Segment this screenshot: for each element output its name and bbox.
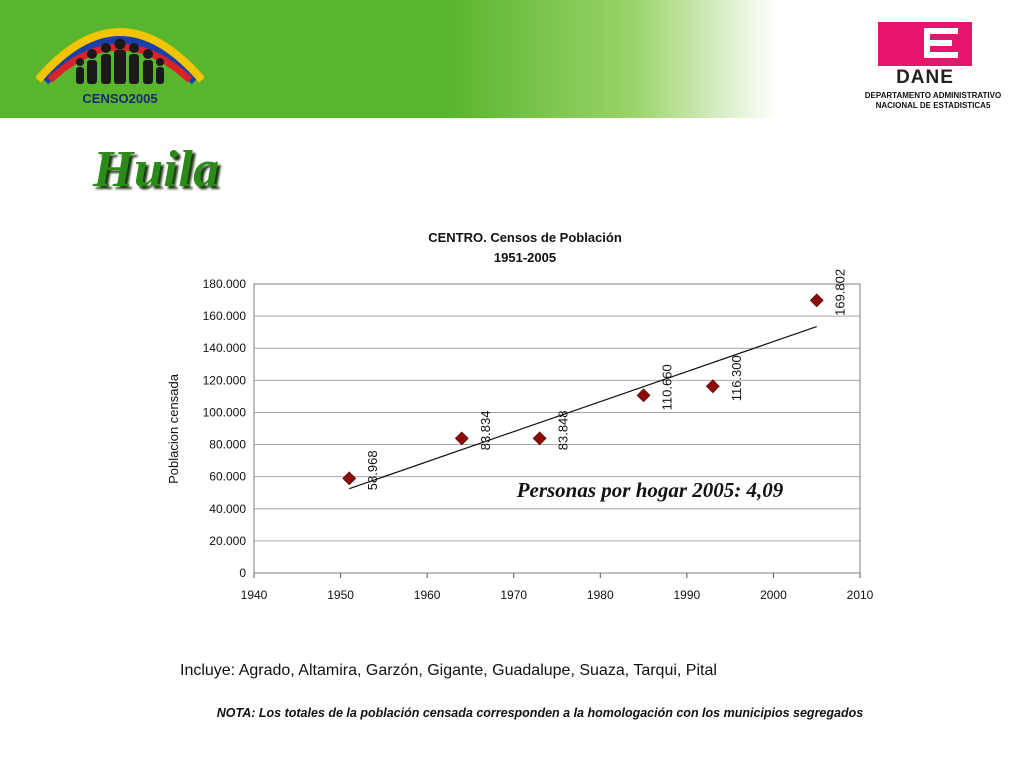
data-label: 110.660	[660, 364, 675, 410]
footnote: NOTA: Los totales de la población censad…	[216, 706, 864, 720]
dane-caption-line1: DEPARTAMENTO ADMINISTRATIVO	[864, 91, 1002, 100]
x-tick-label: 2000	[760, 588, 787, 602]
censo-logo-text: CENSO2005	[82, 91, 157, 106]
dane-caption: DEPARTAMENTO ADMINISTRATIVO NACIONAL DE …	[838, 91, 1024, 111]
dane-caption-line2: NACIONAL DE ESTADISTICA5	[875, 101, 991, 110]
y-tick-label: 0	[239, 566, 246, 580]
dane-logo: DANE	[878, 22, 972, 86]
plot-area	[253, 283, 861, 574]
data-point	[532, 431, 547, 446]
y-tick-label: 160.000	[203, 309, 247, 323]
y-tick-label: 120.000	[203, 373, 247, 387]
persons-per-household-annotation: Personas por hogar 2005: 4,09	[516, 478, 784, 502]
x-tick-label: 2010	[847, 588, 874, 602]
data-label: 83.834	[478, 411, 493, 451]
x-tick-label: 1990	[674, 588, 701, 602]
y-tick-label: 100.000	[203, 405, 247, 419]
data-label: 169.802	[833, 269, 848, 316]
dane-logo-text: DANE	[896, 67, 954, 86]
chart-subtitle: 1951-2005	[494, 250, 556, 265]
slide-title: Huila	[93, 141, 220, 198]
y-tick-label: 180.000	[203, 277, 247, 291]
data-point	[705, 379, 720, 394]
y-tick-label: 80.000	[209, 438, 246, 452]
population-chart: CENTRO. Censos de Población 1951-2005 Po…	[166, 230, 874, 602]
trendline	[349, 325, 817, 490]
data-point	[454, 431, 469, 446]
x-tick-label: 1950	[327, 588, 354, 602]
x-tick-label: 1960	[414, 588, 441, 602]
x-tick-label: 1940	[241, 588, 268, 602]
data-label: 83.848	[556, 410, 571, 450]
chart-title: CENTRO. Censos de Población	[428, 230, 622, 245]
x-tick-label: 1980	[587, 588, 614, 602]
data-label: 58.968	[365, 450, 380, 490]
y-tick-label: 140.000	[203, 341, 247, 355]
data-point	[809, 293, 824, 308]
data-label: 116.300	[729, 355, 744, 401]
censo-2005-logo: CENSO2005	[36, 28, 204, 106]
header-banner: CENSO2005	[0, 0, 1024, 118]
x-tick-label: 1970	[500, 588, 527, 602]
y-axis-label: Poblacion censada	[166, 373, 181, 484]
data-point	[342, 471, 357, 486]
y-tick-label: 40.000	[209, 502, 246, 516]
data-point	[636, 388, 651, 403]
y-tick-label: 20.000	[209, 534, 246, 548]
included-municipalities: Incluye: Agrado, Altamira, Garzón, Gigan…	[180, 662, 717, 679]
y-tick-label: 60.000	[209, 470, 246, 484]
